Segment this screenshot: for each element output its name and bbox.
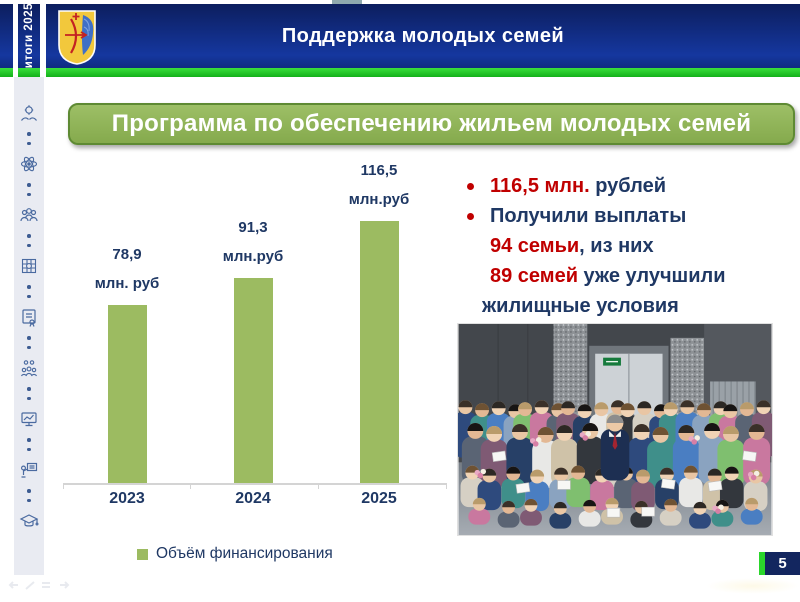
- green-strip-left: [0, 68, 13, 77]
- team-gears-icon: [21, 360, 37, 377]
- page-number-badge: 5: [759, 552, 800, 575]
- page-number: 5: [765, 552, 800, 575]
- bar-group-2025: 116,5 млн.руб: [314, 156, 444, 483]
- axis-tick: [63, 483, 64, 489]
- header-left-block: [0, 4, 13, 68]
- icon-rail: [14, 77, 44, 575]
- rail-dots: [27, 489, 31, 502]
- green-strip-tab: [18, 68, 40, 77]
- bar-group-2024: 91,3 млн.руб: [188, 213, 318, 483]
- bar-group-2023: 78,9 млн. руб: [62, 240, 192, 483]
- bar-2025: [359, 221, 399, 483]
- rail-dots: [27, 285, 31, 298]
- graduation-cap-icon: [19, 514, 39, 527]
- results-2025-tab[interactable]: итоги 2025: [18, 3, 40, 69]
- chart-legend: Объём финансирования: [137, 545, 333, 563]
- bar-label-2024: 91,3 млн.руб: [222, 219, 284, 265]
- axis-tick: [446, 483, 447, 489]
- header-bar: [46, 4, 800, 68]
- bullet-icon: [467, 183, 474, 190]
- kirov-coat-of-arms-icon: [57, 9, 97, 70]
- training-presenter-icon: [20, 462, 38, 478]
- bar-label-2025: 116,5 млн.руб: [348, 162, 410, 208]
- watermark-blot: [706, 578, 800, 594]
- page-number-accent: [759, 552, 765, 575]
- rail-dots: [27, 387, 31, 400]
- highlights-list: 116,5 млн. рублей Получили выплаты 94 се…: [455, 171, 800, 321]
- legend-label: Объём финансирования: [156, 545, 333, 562]
- top-tab-decoration: [332, 0, 362, 5]
- people-group-icon: [20, 208, 38, 222]
- highlight-families-text: Получили выплаты 94 семьи, из них 89 сем…: [482, 205, 726, 317]
- year-label-2024: 2024: [235, 490, 271, 507]
- slide-title: Поддержка молодых семей: [281, 25, 565, 47]
- rail-dots: [27, 234, 31, 247]
- bullet-icon: [467, 213, 474, 220]
- axis-tick: [190, 483, 191, 489]
- highlight-families: Получили выплаты 94 семьи, из них 89 сем…: [455, 201, 800, 321]
- x-axis-line: [63, 483, 447, 485]
- program-banner-title: Программа по обеспечению жильем молодых …: [111, 110, 752, 137]
- rail-dots: [27, 336, 31, 349]
- results-2025-label: итоги 2025: [23, 3, 35, 69]
- bar-2024: [233, 278, 273, 483]
- highlight-funding: 116,5 млн. рублей: [455, 171, 800, 201]
- families-photo: [457, 323, 773, 536]
- rail-dots: [27, 132, 31, 145]
- rail-dots: [27, 183, 31, 196]
- certificate-icon: [22, 309, 36, 327]
- highlight-funding-text: 116,5 млн. рублей: [490, 175, 666, 197]
- families-photo-illustration: [458, 324, 772, 535]
- program-banner: Программа по обеспечению жильем молодых …: [68, 103, 795, 145]
- support-hands-gear-icon: [21, 105, 37, 121]
- year-label-2023: 2023: [109, 490, 145, 507]
- bar-2023: [107, 305, 147, 483]
- green-strip-header: [46, 68, 800, 77]
- watermark-icons: [8, 579, 76, 597]
- legend-swatch: [137, 548, 148, 560]
- bar-label-2023: 78,9 млн. руб: [94, 246, 160, 292]
- rail-dots: [27, 438, 31, 451]
- axis-tick: [318, 483, 319, 489]
- monitor-chart-icon: [21, 412, 37, 427]
- industry-grid-icon: [21, 258, 37, 274]
- atom-icon: [20, 156, 38, 172]
- year-label-2025: 2025: [361, 490, 397, 507]
